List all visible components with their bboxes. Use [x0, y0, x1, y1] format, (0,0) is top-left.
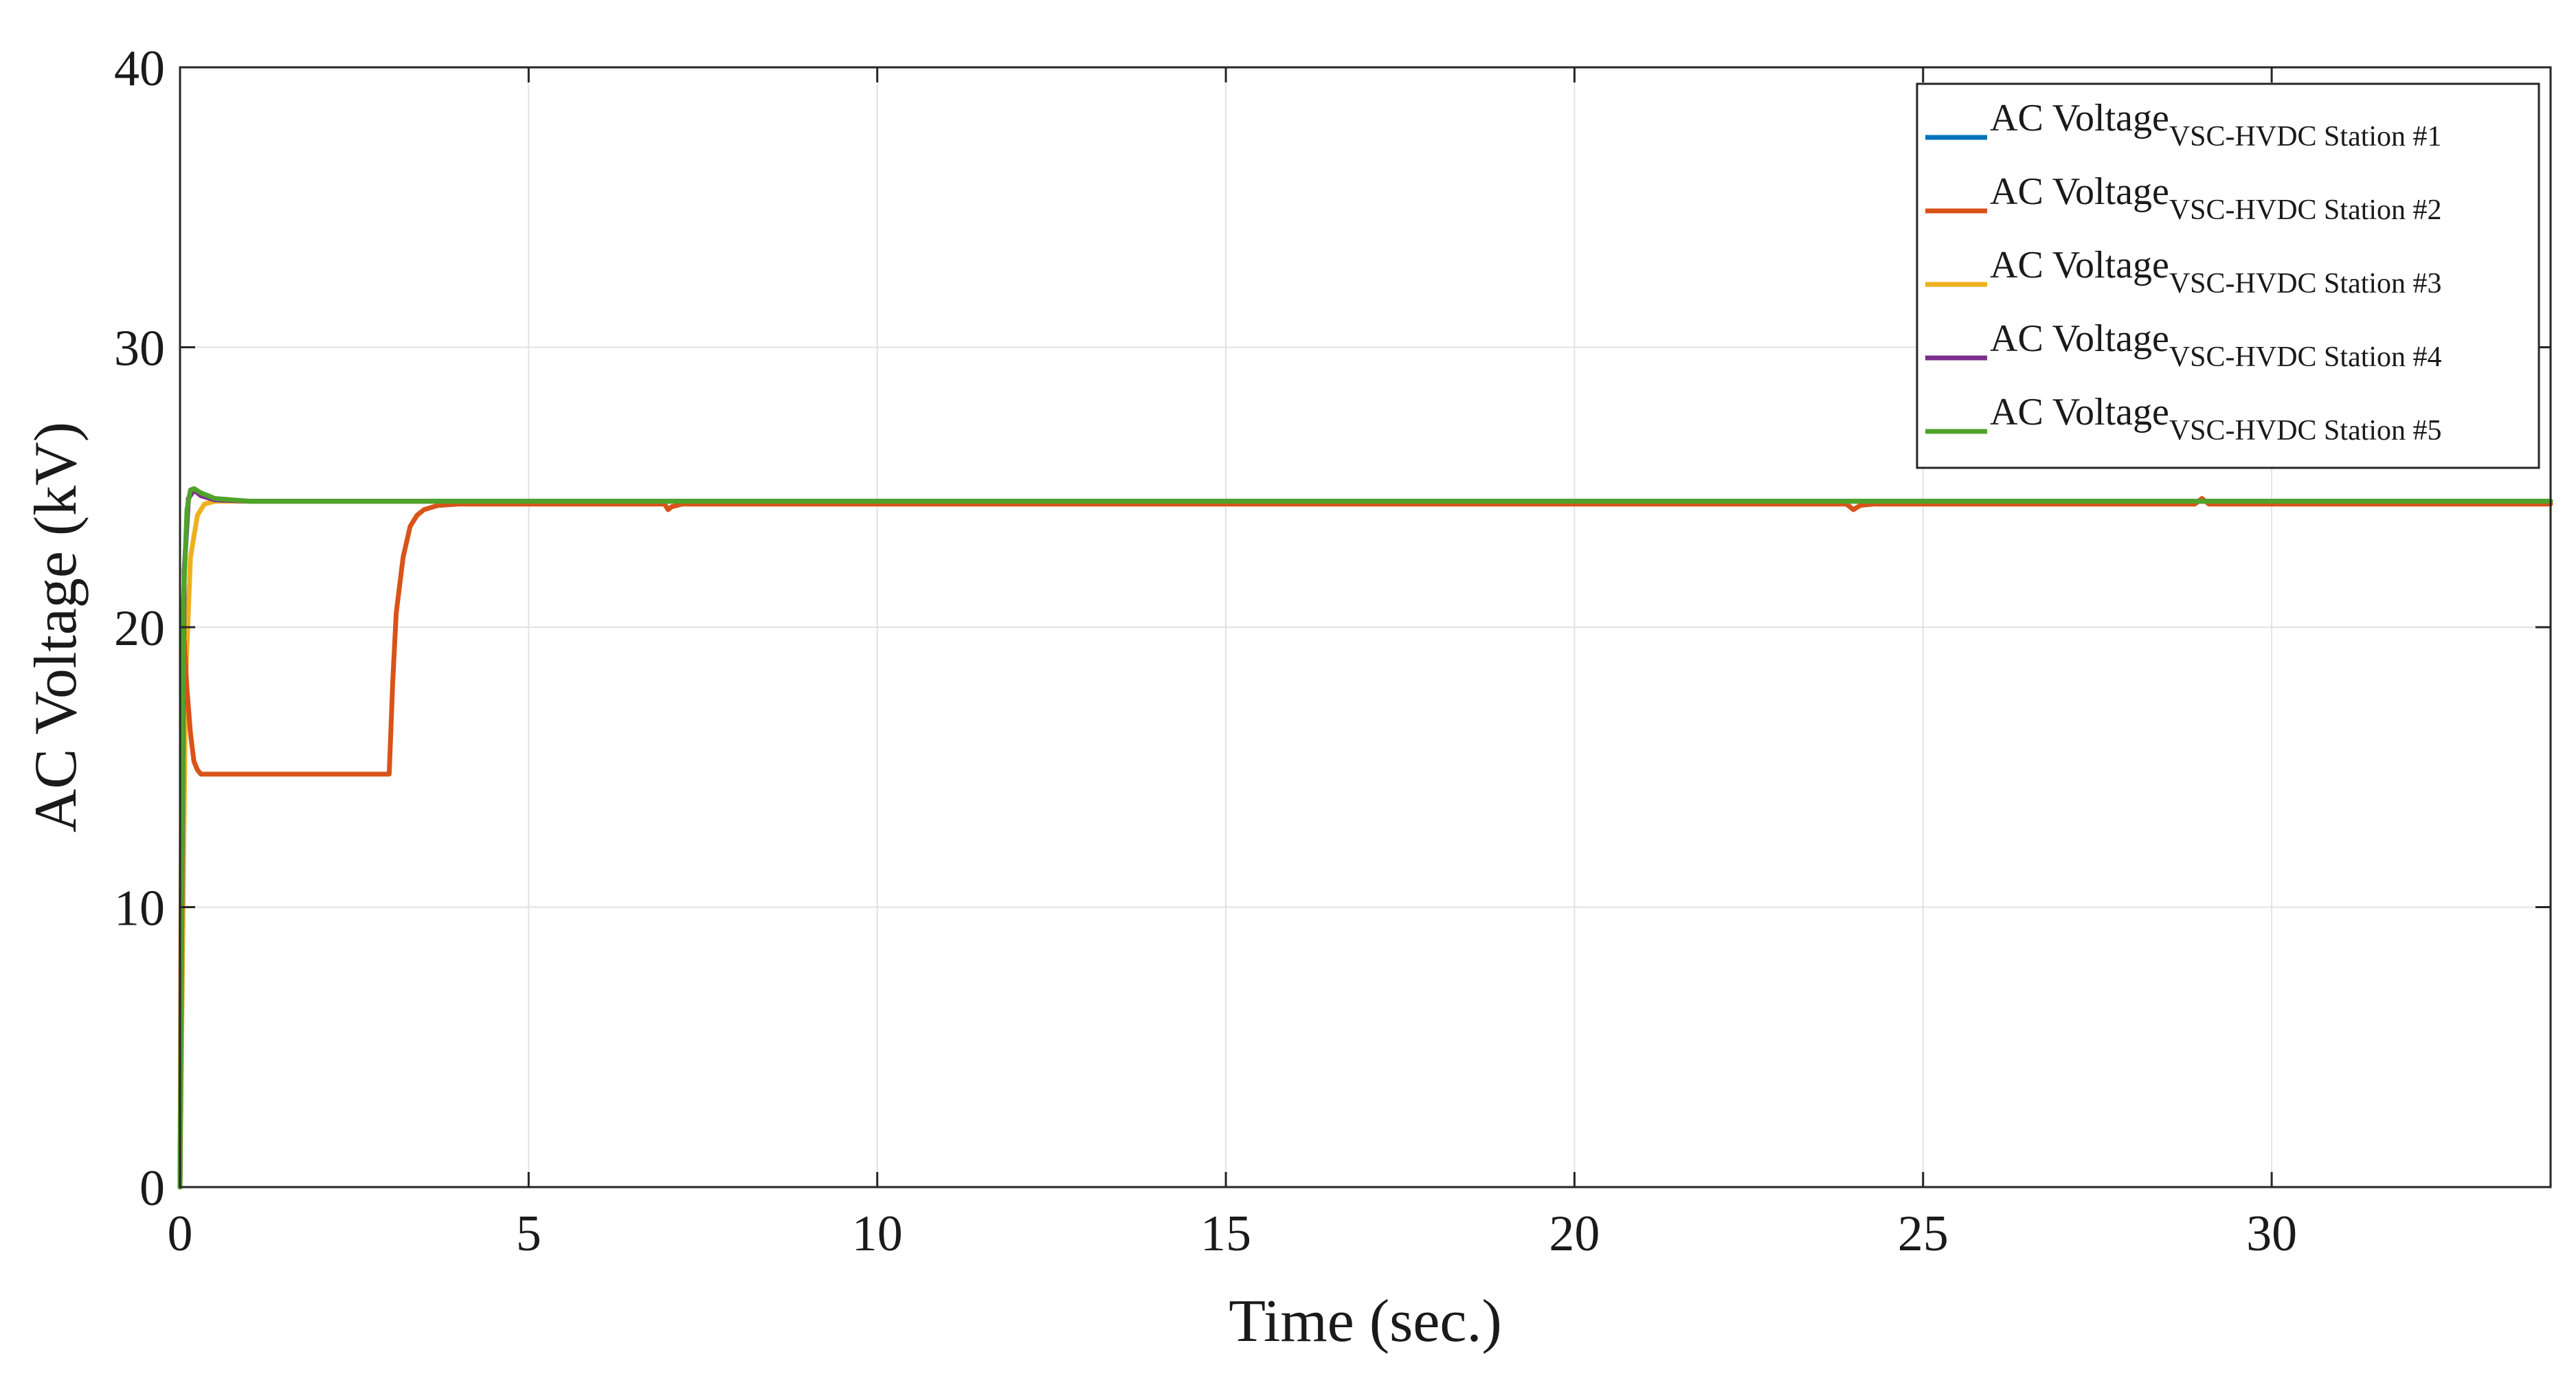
- series-line-station-5: [177, 486, 2553, 1190]
- legend-box: [1916, 82, 2540, 469]
- axis-ticks: 0 5 10 15 20 25 30 0 10 20 30 40: [114, 41, 2551, 1262]
- legend-label-subscript: VSC-HVDC Station #3: [2169, 268, 2442, 300]
- legend-label-main: AC Voltage: [1990, 244, 2169, 286]
- x-tick-label: 5: [516, 1206, 541, 1262]
- legend-label-main: AC Voltage: [1990, 317, 2169, 360]
- legend-item: AC VoltageVSC-HVDC Station #1: [1925, 97, 2442, 153]
- legend-label-subscript: VSC-HVDC Station #2: [2169, 194, 2442, 226]
- x-tick-label: 25: [1898, 1206, 1949, 1262]
- legend-label-main: AC Voltage: [1990, 170, 2169, 213]
- legend-label-main: AC Voltage: [1990, 391, 2169, 433]
- x-tick-label: 15: [1200, 1206, 1251, 1262]
- y-axis-title: AC Voltage (kV): [23, 422, 89, 833]
- x-tick-label: 10: [852, 1206, 903, 1262]
- legend-label-subscript: VSC-HVDC Station #5: [2169, 415, 2442, 447]
- y-tick-label: 20: [114, 600, 165, 657]
- series-line-station-2: [177, 496, 2553, 1190]
- x-tick-label: 0: [168, 1206, 193, 1262]
- legend-label: AC VoltageVSC-HVDC Station #4: [1990, 317, 2442, 373]
- y-tick-label: 30: [114, 321, 165, 377]
- legend-label: AC VoltageVSC-HVDC Station #3: [1990, 244, 2442, 300]
- legend-item: AC VoltageVSC-HVDC Station #4: [1925, 317, 2442, 373]
- series-lines: [177, 486, 2553, 1190]
- legend-item: AC VoltageVSC-HVDC Station #2: [1925, 170, 2442, 226]
- legend-label-subscript: VSC-HVDC Station #1: [2169, 121, 2442, 153]
- x-tick-label: 30: [2246, 1206, 2297, 1262]
- series-line-station-4: [177, 487, 2553, 1190]
- legend: AC VoltageVSC-HVDC Station #1AC VoltageV…: [1916, 82, 2540, 469]
- legend-item: AC VoltageVSC-HVDC Station #5: [1925, 391, 2442, 447]
- legend-label-subscript: VSC-HVDC Station #4: [2169, 341, 2442, 373]
- legend-label: AC VoltageVSC-HVDC Station #2: [1990, 170, 2442, 226]
- y-tick-label: 10: [114, 881, 165, 937]
- x-tick-label: 20: [1549, 1206, 1600, 1262]
- y-tick-label: 0: [139, 1160, 165, 1217]
- y-tick-label: 40: [114, 41, 165, 97]
- legend-label-main: AC Voltage: [1990, 97, 2169, 139]
- legend-item: AC VoltageVSC-HVDC Station #3: [1925, 244, 2442, 300]
- series-line-station-1: [177, 487, 2553, 1190]
- legend-label: AC VoltageVSC-HVDC Station #5: [1990, 391, 2442, 447]
- x-axis-title: Time (sec.): [1229, 1288, 1502, 1355]
- legend-label: AC VoltageVSC-HVDC Station #1: [1990, 97, 2442, 153]
- series-line-station-3: [177, 499, 2553, 1190]
